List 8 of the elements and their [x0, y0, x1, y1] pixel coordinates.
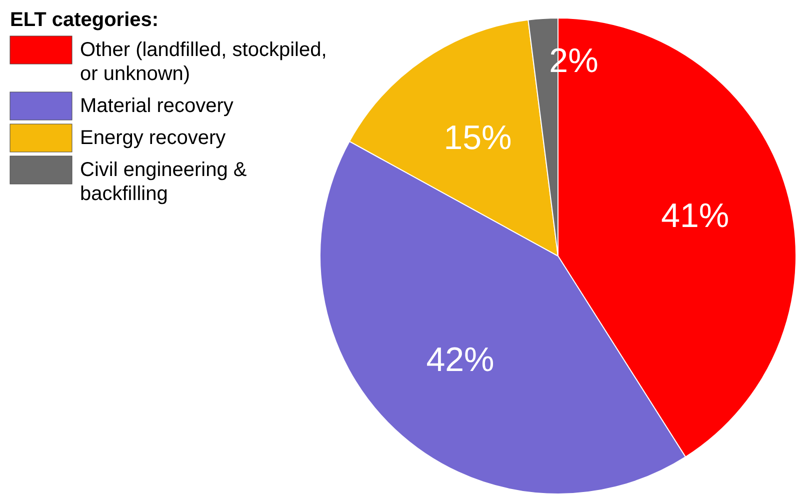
legend-label: Energy recovery: [80, 127, 226, 149]
data-label: 41%: [661, 197, 730, 236]
legend-title: ELT categories:: [10, 9, 159, 31]
data-label: 15%: [444, 118, 512, 157]
legend-label: Civil engineering & backfilling: [80, 159, 248, 205]
data-label: 42%: [426, 341, 494, 380]
legend-label: Other (landfilled, stockpiled, or unknown): [80, 39, 327, 85]
legend-label: Material recovery: [80, 95, 234, 117]
